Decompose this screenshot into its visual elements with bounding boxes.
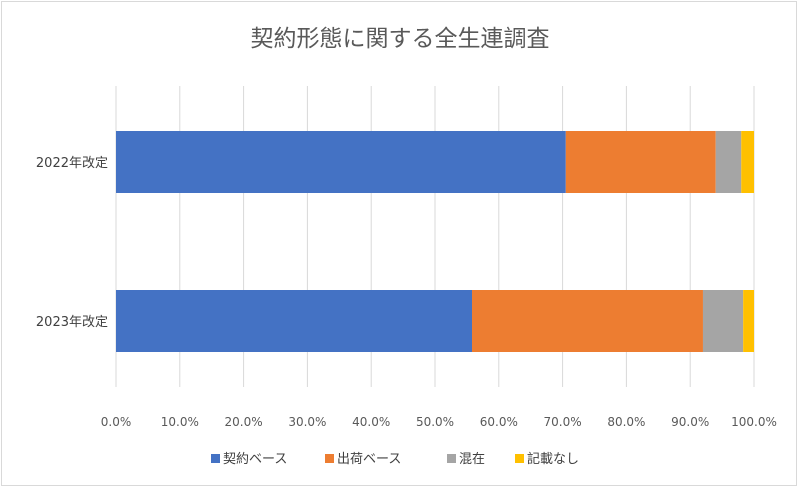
x-tick-label: 60.0% bbox=[480, 415, 518, 429]
x-tick-label: 80.0% bbox=[607, 415, 645, 429]
x-tick-label: 100.0% bbox=[731, 415, 777, 429]
category-label: 2023年改定 bbox=[36, 315, 108, 330]
legend-item: 出荷ベース bbox=[325, 452, 401, 467]
bar-segment bbox=[472, 290, 703, 352]
chart-title: 契約形態に関する全生連調査 bbox=[251, 26, 550, 52]
bar-segment bbox=[116, 131, 566, 193]
legend-label: 出荷ベース bbox=[337, 452, 401, 467]
x-tick-label: 90.0% bbox=[671, 415, 709, 429]
legend-label: 混在 bbox=[459, 452, 485, 467]
legend-swatch bbox=[211, 454, 220, 463]
category-label: 2022年改定 bbox=[36, 156, 108, 171]
legend-swatch bbox=[447, 454, 456, 463]
bar-segment bbox=[741, 131, 754, 193]
x-tick-label: 10.0% bbox=[161, 415, 199, 429]
bar-segment bbox=[715, 131, 742, 193]
bar-segment bbox=[743, 290, 754, 352]
bars bbox=[116, 131, 754, 352]
x-tick-label: 40.0% bbox=[352, 415, 390, 429]
x-tick-label: 70.0% bbox=[544, 415, 582, 429]
x-tick-label: 0.0% bbox=[101, 415, 132, 429]
legend-swatch bbox=[325, 454, 334, 463]
x-tick-label: 50.0% bbox=[416, 415, 454, 429]
x-tick-labels: 0.0% 10.0% 20.0% 30.0% 40.0% 50.0% 60.0% 70.0% 8… bbox=[101, 415, 777, 429]
bar-segment bbox=[565, 131, 716, 193]
bar-segment bbox=[116, 290, 473, 352]
x-tick-label: 30.0% bbox=[288, 415, 326, 429]
x-tick-label: 20.0% bbox=[225, 415, 263, 429]
legend-item: 記載なし bbox=[515, 451, 579, 467]
legend-label: 記載なし bbox=[527, 451, 579, 467]
legend-label: 契約ベース bbox=[223, 452, 287, 467]
category-labels: 2022年改定 2023年改定 bbox=[36, 156, 108, 330]
bar-segment bbox=[702, 290, 744, 352]
legend-item: 契約ベース bbox=[211, 452, 287, 467]
legend: 契約ベース 出荷ベース 混在 記載なし bbox=[211, 451, 579, 467]
legend-swatch bbox=[515, 454, 524, 463]
legend-item: 混在 bbox=[447, 452, 485, 467]
